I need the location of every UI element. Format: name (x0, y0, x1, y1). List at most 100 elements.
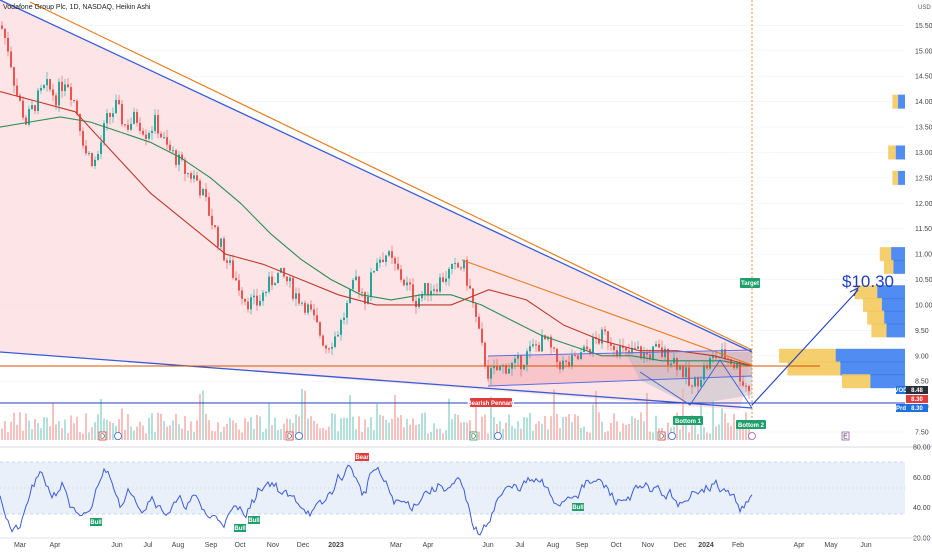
volume-bar (379, 414, 381, 440)
vp-bar-up (892, 94, 899, 109)
volume-bar (730, 425, 732, 440)
vp-bar-down (886, 323, 905, 338)
volume-bar (565, 416, 567, 440)
candle-body (157, 115, 159, 134)
falling-wedge-fill (0, 0, 752, 410)
candle-body (181, 154, 183, 160)
volume-bar (184, 416, 186, 440)
price-tick-label: 11.00 (915, 252, 932, 259)
vp-bar-up (871, 323, 887, 338)
volume-bar (613, 413, 615, 440)
candle-body (298, 293, 300, 304)
volume-bar (460, 422, 462, 440)
volume-bar (604, 432, 606, 440)
event-d-3: D (471, 434, 476, 441)
candle-body (70, 87, 72, 101)
volume-bar (628, 423, 630, 440)
volume-bar (43, 417, 45, 440)
candle-body (514, 358, 516, 363)
volume-bar (631, 416, 633, 440)
candle-body (136, 111, 138, 123)
rsi-bull-label-2: Bull Bull (234, 516, 260, 532)
candle-body (274, 283, 276, 286)
candle-body (475, 303, 477, 317)
event-d-2: D (287, 434, 292, 441)
wedge-lower-line (0, 351, 753, 409)
volume-bar (247, 421, 249, 440)
candle-body (175, 150, 177, 165)
candle-body (562, 360, 564, 370)
volume-bar (340, 418, 342, 440)
vp-bar-up (863, 297, 882, 312)
candle-body (217, 227, 219, 247)
candle-body (745, 385, 747, 387)
volume-bar (283, 423, 285, 440)
candle-body (304, 302, 306, 313)
volume-bar (205, 413, 207, 440)
vp-bar-up (879, 247, 892, 262)
volume-bar (517, 421, 519, 440)
candle-body (679, 365, 681, 370)
volume-bar (652, 432, 654, 440)
candle-body (124, 124, 126, 126)
candle-body (289, 277, 291, 282)
volume-bar (571, 422, 573, 440)
candle-body (313, 309, 315, 316)
candle-body (349, 289, 351, 304)
vp-bar-up (867, 310, 885, 325)
volume-bar (310, 416, 312, 440)
candle-body (532, 344, 534, 347)
volume-bar (433, 423, 435, 440)
event-e: E (843, 434, 848, 441)
volume-bar (424, 412, 426, 440)
volume-bar (397, 417, 399, 440)
volume-bar (697, 433, 699, 440)
candle-body (256, 295, 258, 306)
volume-bar (157, 412, 159, 440)
candle-body (712, 355, 714, 359)
candle-body (574, 355, 576, 357)
time-tick-label: Sep (205, 542, 218, 549)
candle-body (58, 81, 60, 106)
candle-body (577, 355, 579, 360)
candle-body (154, 115, 156, 131)
volume-bar (154, 432, 156, 440)
volume-bar (523, 417, 525, 440)
volume-bar (253, 428, 255, 440)
volume-bar (505, 422, 507, 440)
candle-body (268, 276, 270, 292)
candle-body (334, 336, 336, 348)
candle-body (421, 293, 423, 299)
candle-body (19, 95, 21, 101)
volume-bar (550, 416, 552, 440)
projection-line (751, 289, 859, 406)
volume-bar (640, 412, 642, 440)
double-bottom-path (639, 359, 753, 409)
vp-bar-down (877, 285, 905, 300)
time-tick-label: Nov (642, 542, 655, 549)
volume-bar (337, 431, 339, 440)
candle-body (214, 225, 216, 228)
volume-bar (274, 417, 276, 440)
volume-bar (412, 418, 414, 440)
volume-bar (742, 426, 744, 440)
bearish-pennant-label: Bearish Pennant (467, 398, 515, 407)
vp-bar-down (893, 259, 905, 274)
candle-body (100, 142, 102, 155)
candle-body (676, 357, 678, 370)
volume-bar (586, 431, 588, 440)
candle-body (232, 260, 234, 278)
volume-bar (271, 425, 273, 440)
volume-bar (286, 418, 288, 440)
candle-body (499, 366, 501, 371)
candle-body (322, 335, 324, 346)
candle-body (16, 85, 18, 96)
candle-body (202, 189, 204, 196)
volume-bar (295, 414, 297, 440)
candle-body (160, 133, 162, 138)
volume-bar (58, 421, 60, 440)
volume-bar (439, 428, 441, 440)
candle-body (670, 363, 672, 366)
volume-bar (94, 422, 96, 440)
volume-bar (562, 416, 564, 440)
